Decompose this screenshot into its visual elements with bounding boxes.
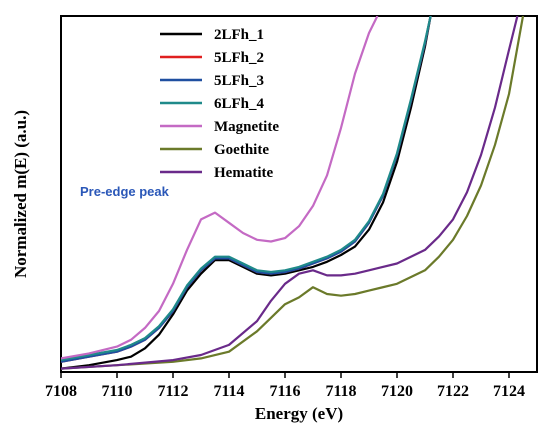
legend-label: 5LFh_3 (214, 73, 264, 89)
series-line-2lfh-1 (61, 16, 432, 370)
legend-label: 5LFh_2 (214, 50, 264, 66)
legend-label: Goethite (214, 142, 269, 158)
x-axis-ticks: 7108 7110 7112 7114 7116 7118 7120 7122 7124 (45, 372, 525, 400)
series-line-6lfh-4 (61, 16, 432, 362)
x-tick-label: 7118 (325, 383, 356, 400)
x-tick-label: 7116 (269, 383, 300, 400)
x-tick-label: 7112 (157, 383, 188, 400)
x-tick-label: 7108 (45, 383, 77, 400)
legend-label: 2LFh_1 (214, 27, 264, 43)
legend-label: 6LFh_4 (214, 96, 265, 112)
series-line-goethite (61, 16, 525, 370)
x-tick-label: 7110 (101, 383, 132, 400)
pre-edge-annotation: Pre-edge peak (80, 184, 170, 199)
legend-label: Magnetite (214, 119, 279, 135)
x-axis-title: Energy (eV) (255, 404, 343, 423)
series-layer (61, 16, 525, 370)
legend-label: Hematite (214, 165, 273, 181)
x-tick-label: 7124 (493, 383, 525, 400)
legend: 2LFh_1 5LFh_2 5LFh_3 6LFh_4 Magnetite Goethit… (160, 27, 279, 181)
x-tick-label: 7114 (213, 383, 244, 400)
series-line-hematite (61, 16, 519, 370)
plot-frame (60, 15, 538, 373)
x-tick-label: 7120 (381, 383, 413, 400)
x-tick-label: 7122 (437, 383, 469, 400)
series-line-magnetite (61, 16, 379, 360)
y-axis-title: Normalized m(E) (a.u.) (11, 110, 30, 278)
